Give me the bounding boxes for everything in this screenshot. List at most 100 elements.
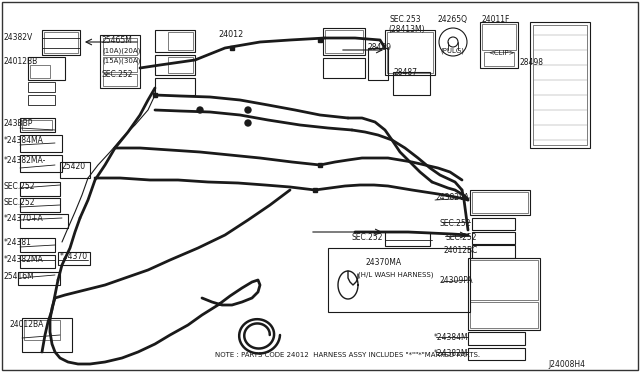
Bar	[20, 182, 60, 196]
Text: *24381: *24381	[4, 238, 32, 247]
Text: 24382VA: 24382VA	[435, 193, 469, 202]
Text: 28498: 28498	[520, 58, 544, 67]
Bar	[22, 120, 52, 130]
Text: *24382M: *24382M	[434, 349, 468, 358]
Bar	[20, 214, 68, 228]
Text: 28489: 28489	[368, 43, 392, 52]
Bar	[20, 135, 62, 152]
Text: J24008H4: J24008H4	[548, 360, 585, 369]
Bar	[153, 93, 157, 97]
Bar	[472, 192, 528, 213]
Bar	[468, 348, 525, 360]
Text: *24370+A: *24370+A	[4, 214, 44, 223]
Circle shape	[245, 120, 251, 126]
Bar	[323, 28, 365, 55]
Bar	[155, 55, 195, 75]
Bar	[20, 238, 55, 252]
Bar	[28, 95, 55, 105]
Bar	[103, 74, 137, 86]
Bar	[42, 30, 80, 55]
Bar	[155, 30, 195, 52]
Text: (H/L WASH HARNESS): (H/L WASH HARNESS)	[358, 272, 433, 279]
Bar	[385, 232, 430, 246]
Text: 24370MA: 24370MA	[365, 258, 401, 267]
Bar	[533, 25, 587, 145]
Bar	[482, 24, 516, 50]
Circle shape	[245, 107, 251, 113]
Text: 25420: 25420	[62, 162, 86, 171]
Text: 24382V: 24382V	[4, 33, 33, 42]
Bar	[60, 162, 90, 178]
Bar	[168, 57, 193, 73]
Bar	[468, 332, 525, 345]
Bar	[325, 30, 363, 53]
Bar	[472, 245, 515, 258]
Text: NOTE : PARTS CODE 24012  HARNESS ASSY INCLUDES "*""*"MARKED PARTS.: NOTE : PARTS CODE 24012 HARNESS ASSY INC…	[215, 352, 480, 358]
Bar	[470, 302, 538, 328]
Bar	[480, 22, 518, 68]
Bar	[155, 78, 195, 95]
Text: 24012BA: 24012BA	[10, 320, 44, 329]
Text: 24012BB: 24012BB	[4, 57, 38, 66]
Text: 28487: 28487	[393, 68, 417, 77]
Text: SEC.252: SEC.252	[352, 233, 383, 242]
Text: SEC.252: SEC.252	[440, 219, 472, 228]
Text: 243BBP: 243BBP	[4, 119, 33, 128]
Bar	[100, 35, 140, 88]
Text: (15A)(30A): (15A)(30A)	[102, 58, 140, 64]
Text: 25465M: 25465M	[102, 36, 133, 45]
Bar	[470, 260, 538, 300]
Bar	[387, 32, 433, 73]
Bar	[28, 82, 55, 92]
Circle shape	[197, 107, 203, 113]
Bar	[22, 318, 72, 352]
Bar	[103, 38, 137, 55]
Text: (28413M): (28413M)	[388, 25, 424, 34]
Text: (PULG): (PULG)	[440, 48, 464, 55]
Bar	[393, 72, 430, 95]
Bar	[385, 30, 435, 75]
Bar	[20, 255, 55, 268]
Text: *24382MA: *24382MA	[4, 255, 44, 264]
Text: SEC.253: SEC.253	[390, 15, 422, 24]
Bar	[230, 46, 234, 50]
Text: SEC.252: SEC.252	[445, 233, 477, 242]
Text: 25416M: 25416M	[4, 272, 35, 281]
Text: 24012: 24012	[218, 30, 243, 39]
Text: SEC.252: SEC.252	[102, 70, 134, 79]
Bar	[468, 258, 540, 330]
Bar	[168, 32, 193, 50]
Text: 24011F: 24011F	[482, 15, 510, 24]
Text: SEC.252: SEC.252	[4, 182, 35, 191]
Text: SEC.252: SEC.252	[4, 198, 35, 207]
Bar	[323, 58, 365, 78]
Bar	[328, 248, 470, 312]
Bar	[103, 57, 137, 72]
Text: *24382MA-: *24382MA-	[4, 156, 46, 165]
Bar	[24, 320, 60, 340]
Text: 24012BC: 24012BC	[443, 246, 477, 255]
Bar	[30, 65, 50, 78]
Text: 24265Q: 24265Q	[437, 15, 467, 24]
Bar	[313, 188, 317, 192]
Bar	[44, 32, 78, 53]
Bar	[318, 38, 322, 42]
Bar	[18, 272, 60, 285]
Bar	[20, 198, 60, 212]
Bar	[20, 155, 62, 172]
Bar	[530, 22, 590, 148]
Bar	[28, 57, 65, 80]
Text: *24384M: *24384M	[434, 333, 468, 342]
Bar	[484, 52, 514, 66]
Bar	[470, 190, 530, 215]
Bar	[472, 218, 515, 230]
Bar	[368, 48, 388, 80]
Text: (10A)(20A): (10A)(20A)	[102, 47, 140, 54]
Text: 24309PA: 24309PA	[440, 276, 474, 285]
Bar	[318, 163, 322, 167]
Bar	[472, 232, 515, 244]
Text: <CLIP>: <CLIP>	[488, 50, 515, 56]
Text: *24384MA: *24384MA	[4, 136, 44, 145]
Bar	[58, 252, 90, 265]
Bar	[20, 118, 55, 132]
